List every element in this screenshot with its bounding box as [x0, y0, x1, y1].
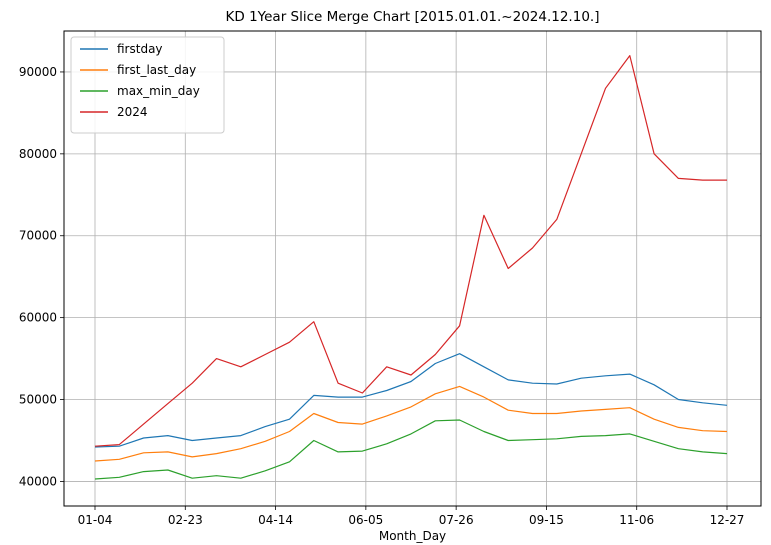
chart-title: KD 1Year Slice Merge Chart [2015.01.01.~…	[226, 9, 600, 25]
series-lines	[94, 54, 728, 480]
legend-label: max_min_day	[117, 84, 200, 98]
legend-label: firstday	[117, 42, 163, 56]
legend: firstday first_last_day max_min_day 2024	[70, 36, 225, 134]
x-tick-label: 07-26	[439, 513, 474, 527]
y-tick-label: 60000	[19, 311, 57, 325]
x-tick-label: 06-05	[348, 513, 383, 527]
axes: 01-04 02-23 04-14 06-05 07-26 09-15 11-06 12-27…	[19, 65, 745, 527]
plot-area	[63, 30, 762, 507]
series-line-first_last_day	[94, 385, 728, 462]
x-axis-title: Month_Day	[379, 529, 446, 543]
y-tick-label: 50000	[19, 393, 57, 407]
legend-box	[70, 36, 225, 134]
x-tick-label: 02-23	[168, 513, 203, 527]
x-tick-label: 12-27	[710, 513, 745, 527]
series-line-firstday	[94, 353, 728, 448]
series-line-max_min_day	[94, 419, 728, 480]
x-tick-label: 09-15	[529, 513, 564, 527]
legend-label: first_last_day	[117, 63, 196, 77]
x-tick-label: 04-14	[258, 513, 293, 527]
x-tick-label: 11-06	[619, 513, 654, 527]
y-tick-label: 40000	[19, 474, 57, 488]
y-tick-label: 70000	[19, 229, 57, 243]
grid	[64, 31, 761, 506]
x-tick-label: 01-04	[78, 513, 113, 527]
legend-label: 2024	[117, 105, 148, 119]
y-tick-label: 80000	[19, 147, 57, 161]
y-tick-label: 90000	[19, 65, 57, 79]
series-line-2024	[94, 54, 727, 447]
